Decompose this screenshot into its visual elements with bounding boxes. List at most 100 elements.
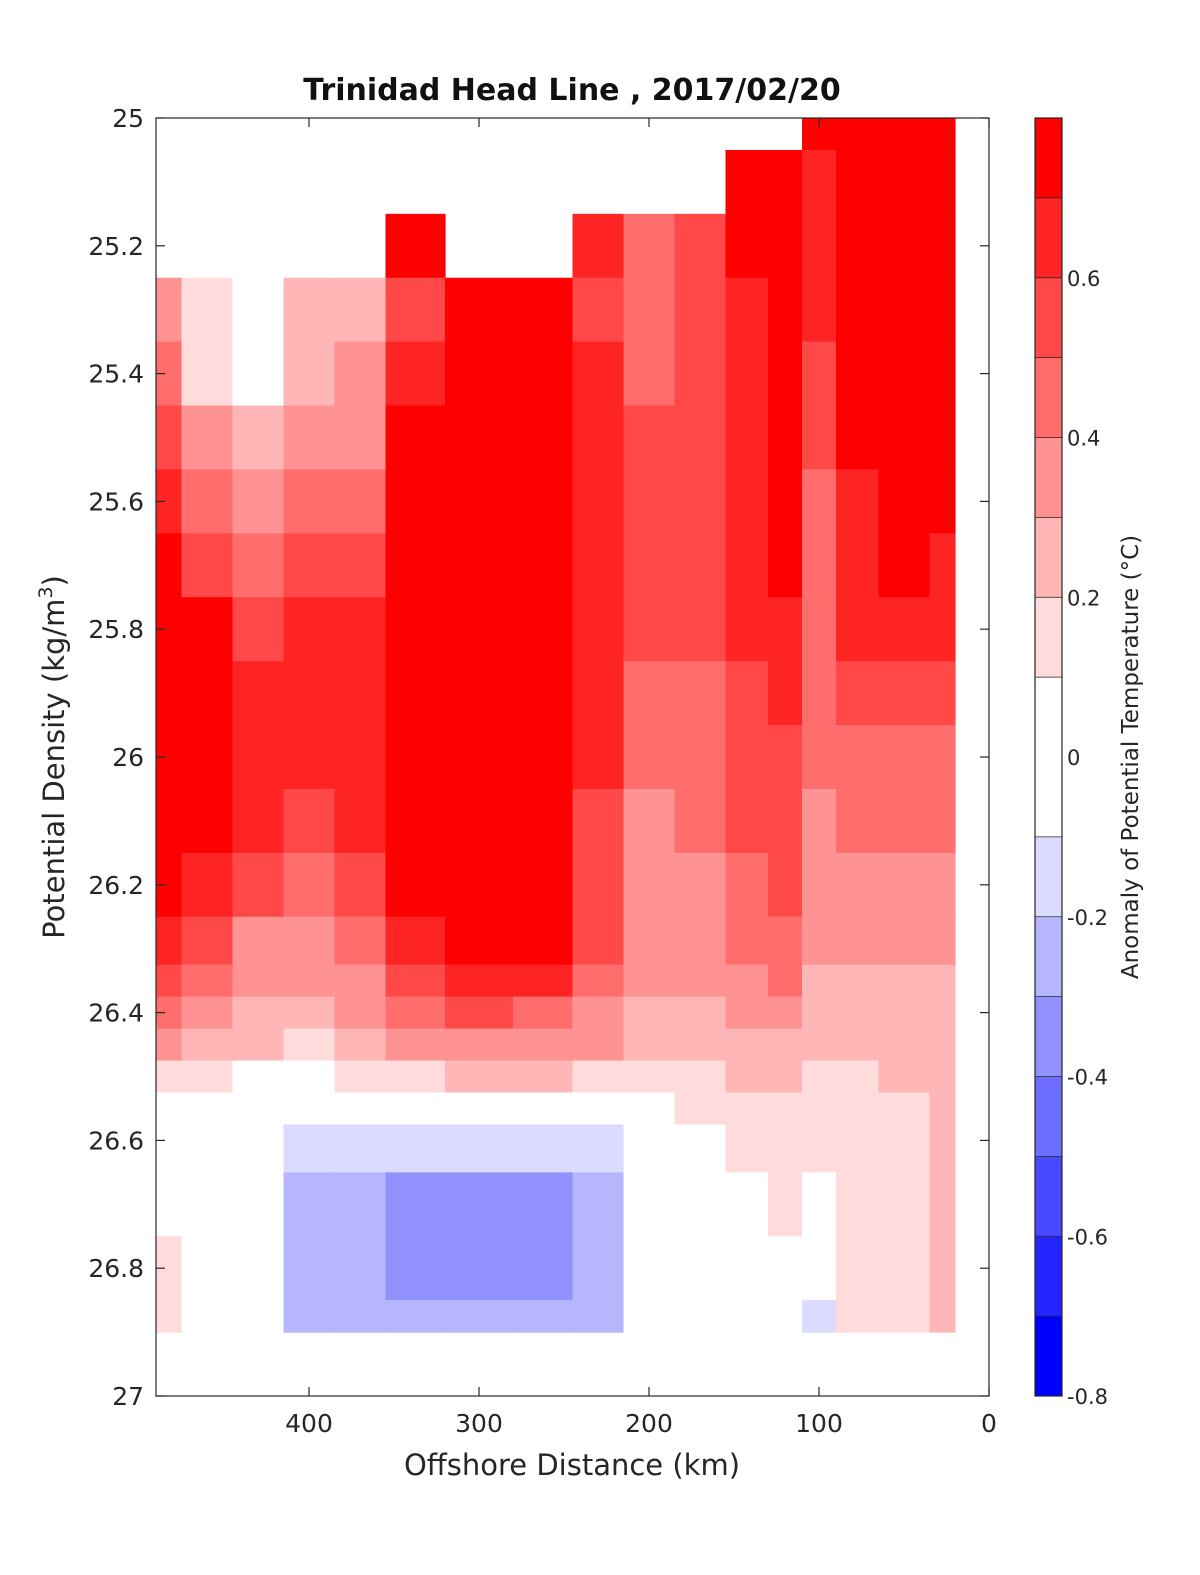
contour-cell — [725, 996, 769, 1030]
contour-cell — [181, 597, 234, 662]
contour-cell — [878, 788, 931, 854]
contour-cell — [181, 1172, 234, 1237]
contour-cell — [385, 996, 446, 1030]
contour-cell — [572, 533, 625, 598]
contour-cell — [572, 788, 625, 854]
contour-cell — [878, 661, 931, 726]
contour-cell — [623, 964, 676, 998]
contour-cell — [836, 149, 880, 215]
contour-cell — [334, 469, 387, 534]
contour-cell — [725, 1172, 769, 1237]
contour-cell — [725, 469, 769, 534]
contour-cell — [929, 1172, 956, 1237]
contour-cell — [929, 213, 956, 279]
contour-cell — [674, 1172, 727, 1237]
contour-cell — [283, 1028, 336, 1062]
contour-cell — [623, 788, 676, 854]
contour-cell — [725, 533, 769, 598]
contour-cell — [674, 788, 727, 854]
contour-cell — [445, 1236, 514, 1301]
contour-cell — [929, 964, 956, 998]
colorbar-swatch — [1035, 437, 1062, 518]
contour-cell — [623, 725, 676, 790]
contour-cell — [513, 597, 574, 662]
contour-cell — [181, 1124, 234, 1173]
contour-cell — [232, 341, 285, 407]
contour-cell — [572, 469, 625, 534]
contour-cell — [836, 788, 880, 854]
contour-cell — [836, 213, 880, 279]
contour-cell — [674, 964, 727, 998]
contour-cell — [929, 597, 956, 662]
contour-cell — [725, 1060, 769, 1094]
contour-cell — [725, 597, 769, 662]
contour-cell — [334, 1028, 387, 1062]
contour-cell — [385, 469, 446, 534]
x-axis-label: Offshore Distance (km) — [404, 1448, 740, 1482]
x-tick-label: 100 — [795, 1409, 843, 1438]
contour-cell — [929, 996, 956, 1030]
contour-cell — [623, 277, 676, 343]
contour-cell — [836, 341, 880, 407]
contour-cell — [674, 1236, 727, 1301]
contour-cell — [385, 916, 446, 966]
contour-cell — [623, 916, 676, 966]
colorbar-swatch — [1035, 836, 1062, 918]
contour-cell — [181, 661, 234, 726]
contour-cell — [283, 1092, 336, 1126]
contour-cell — [385, 725, 446, 790]
contour-cell — [836, 533, 880, 598]
contour-cell — [385, 1300, 446, 1333]
contour-cell — [674, 996, 727, 1030]
contour-cell — [334, 1124, 387, 1173]
contour-cell — [181, 1028, 234, 1062]
contour-cell — [802, 597, 837, 662]
contour-cell — [513, 469, 574, 534]
contour-cell — [674, 277, 727, 343]
contour-cell — [572, 1124, 625, 1173]
contour-cell — [513, 1124, 574, 1173]
contour-cell — [334, 725, 387, 790]
contour-cell — [445, 1300, 514, 1333]
contour-cell — [385, 1172, 446, 1237]
contour-cell — [725, 852, 769, 918]
contour-cell — [181, 405, 234, 471]
x-axis: 400 300 200 100 0 — [285, 118, 997, 1438]
contour-cell — [929, 725, 956, 790]
contour-cell — [334, 964, 387, 998]
contour-cell — [572, 597, 625, 662]
contour-cell — [572, 1172, 625, 1237]
contour-cell — [768, 725, 803, 790]
contour-cell — [513, 1300, 574, 1333]
contour-cell — [156, 1300, 183, 1333]
contour-cell — [445, 341, 514, 407]
contour-cell — [725, 213, 769, 279]
contour-cell — [334, 1172, 387, 1237]
contour-cell — [802, 1060, 837, 1094]
contour-cell — [513, 1060, 574, 1094]
contour-cell — [674, 1060, 727, 1094]
contour-cell — [802, 1124, 837, 1173]
y-tick-label: 25.4 — [88, 360, 144, 389]
contour-cell — [623, 661, 676, 726]
contour-cell — [156, 964, 183, 998]
contour-cell — [623, 597, 676, 662]
contour-cell — [836, 996, 880, 1030]
contour-cell — [674, 597, 727, 662]
contour-cell — [725, 1124, 769, 1173]
contour-cell — [156, 1028, 183, 1062]
contour-cell — [513, 1236, 574, 1301]
contour-cell — [929, 277, 956, 343]
contour-cell — [836, 1172, 880, 1237]
contour-cell — [156, 661, 183, 726]
contour-cell — [929, 1236, 956, 1301]
contour-cell — [232, 964, 285, 998]
contour-cell — [385, 213, 446, 279]
contour-cell — [385, 341, 446, 407]
contour-cell — [445, 996, 514, 1030]
y-tick-label: 27 — [112, 1382, 144, 1411]
contour-cell — [802, 533, 837, 598]
contour-cell — [334, 852, 387, 918]
contour-cell — [768, 852, 803, 918]
contour-cell — [232, 1028, 285, 1062]
